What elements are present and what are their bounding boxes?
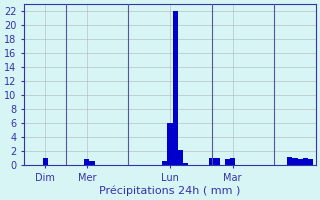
X-axis label: Précipitations 24h ( mm ): Précipitations 24h ( mm ) [100,185,241,196]
Bar [303,158,308,165]
Bar [230,158,235,165]
Bar [43,158,48,165]
Bar [84,159,89,165]
Bar [292,158,298,165]
Bar [209,158,214,165]
Bar [225,159,230,165]
Bar [214,158,220,165]
Bar [287,157,292,165]
Bar [183,163,188,165]
Bar [298,159,303,165]
Bar [308,159,313,165]
Bar [167,123,173,165]
Bar [162,161,167,165]
Bar [89,161,95,165]
Bar [173,11,178,165]
Bar [178,150,183,165]
